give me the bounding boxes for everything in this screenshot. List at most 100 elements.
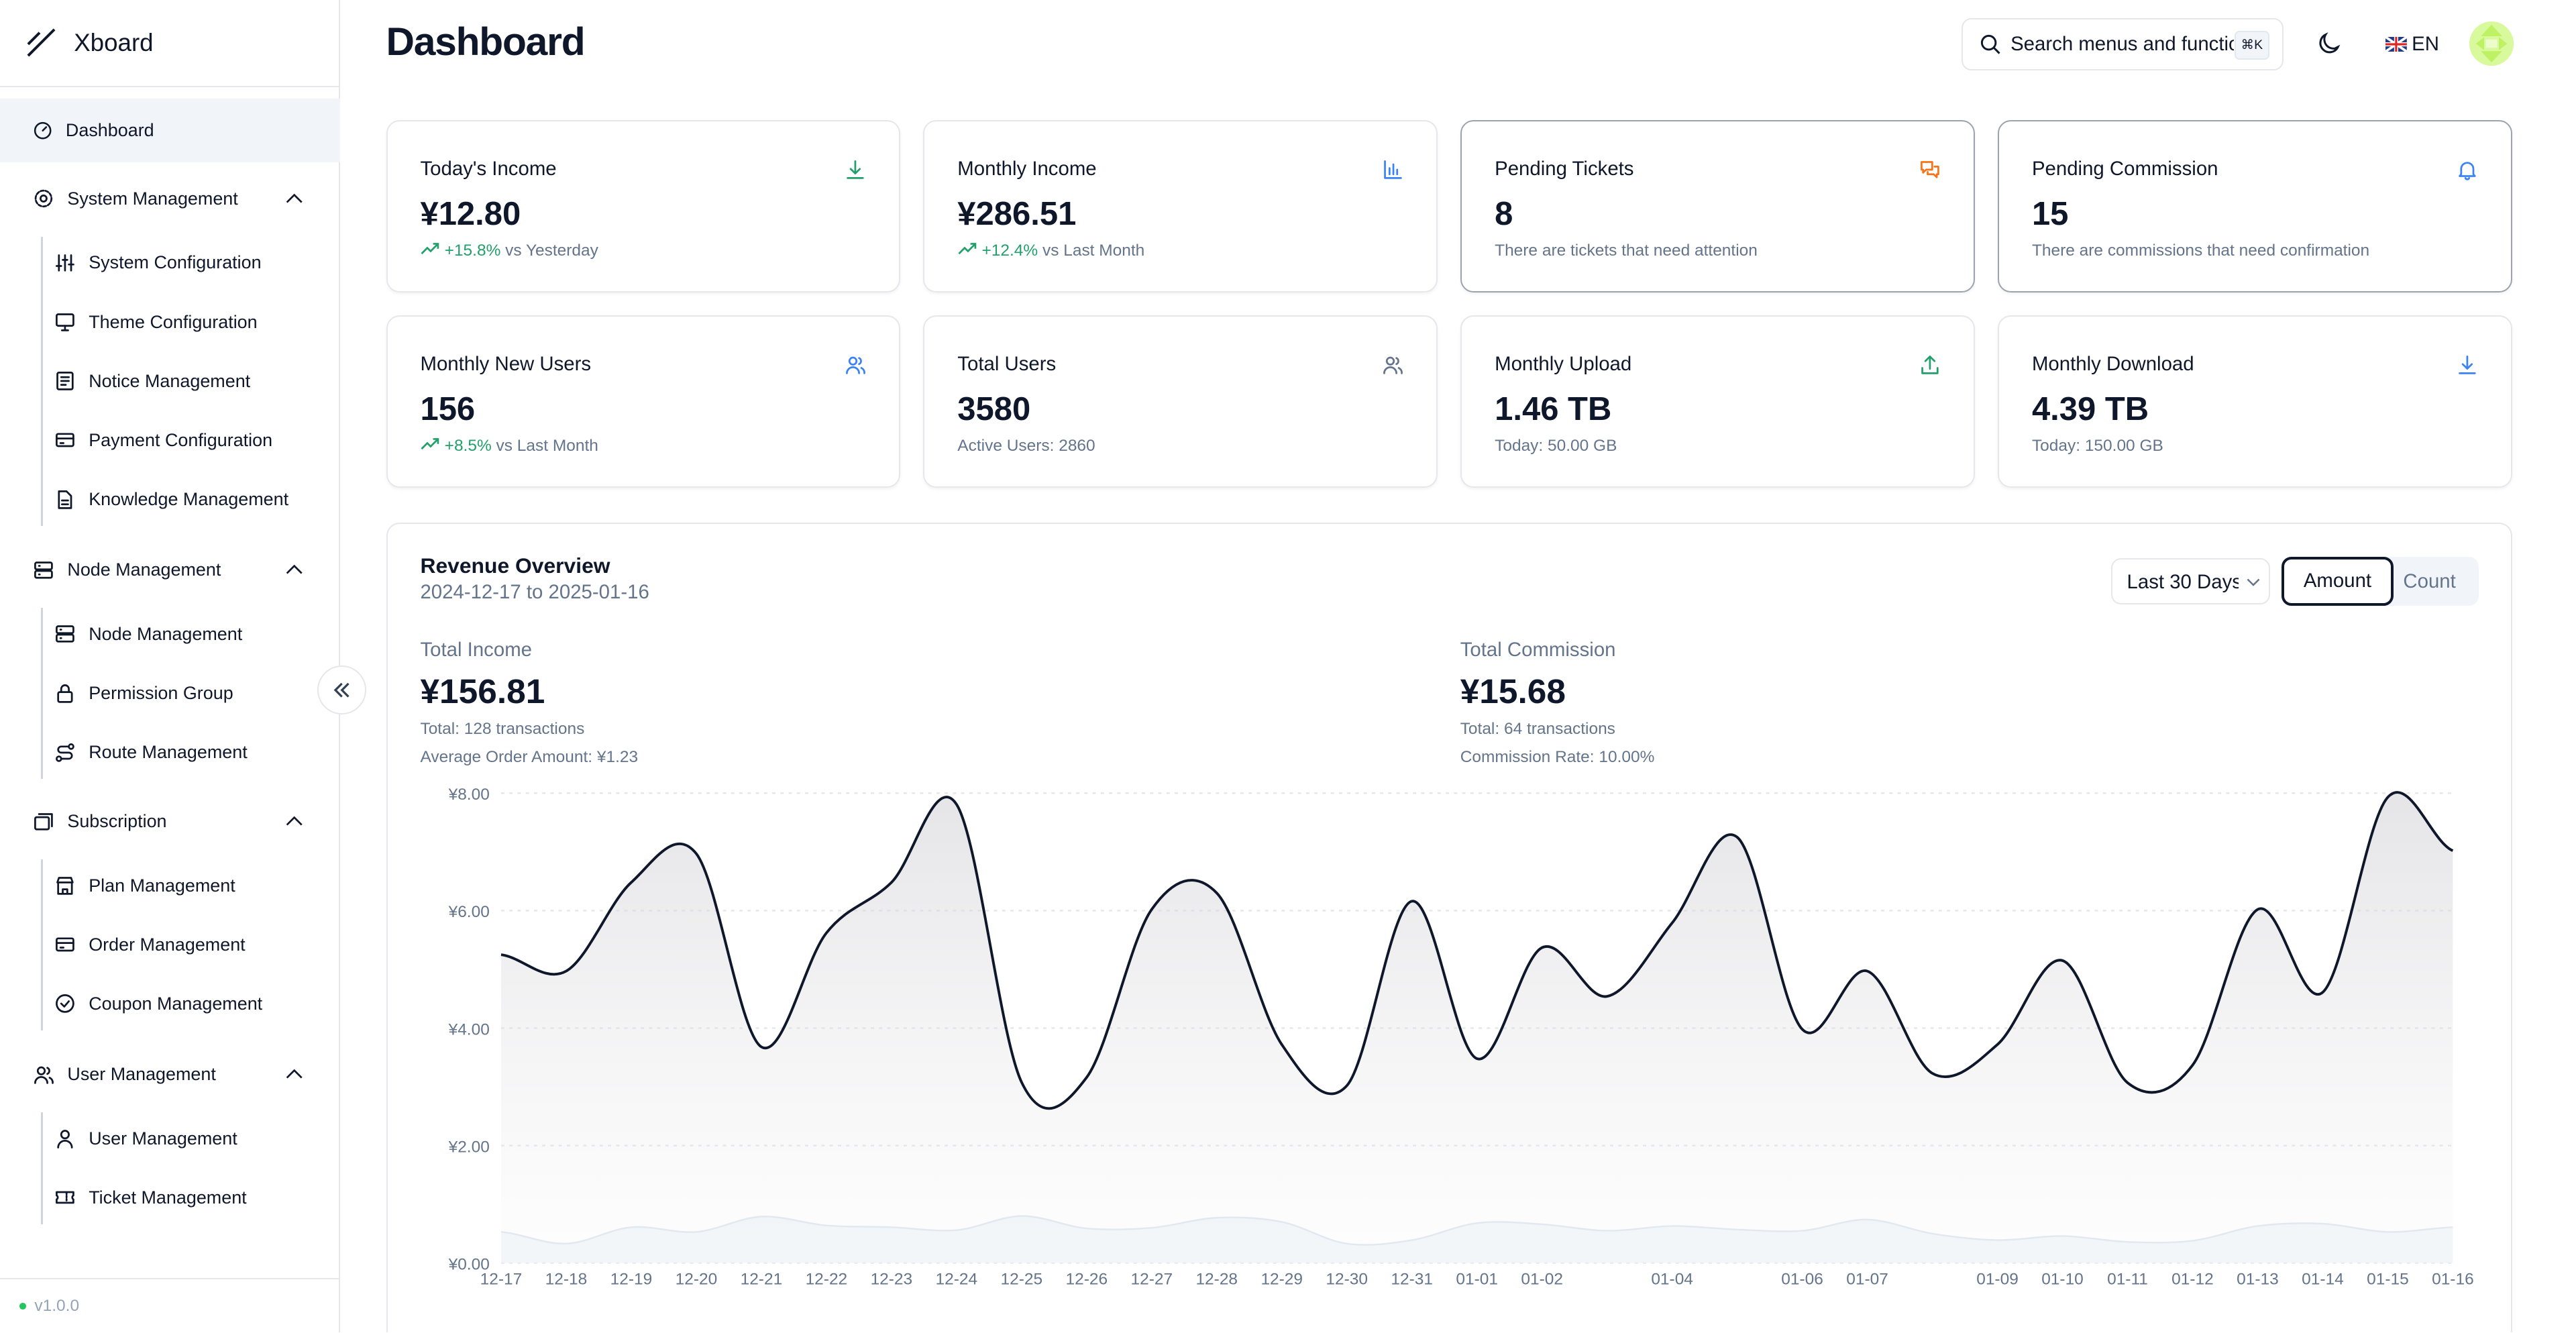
- x-tick-label: 01-07: [1846, 1271, 1888, 1289]
- data-point[interactable]: [2059, 957, 2065, 964]
- data-point[interactable]: [822, 1222, 829, 1229]
- sidebar-item-theme-configuration[interactable]: Theme Configuration: [0, 292, 340, 352]
- collapse-sidebar-button[interactable]: [317, 665, 367, 715]
- data-point[interactable]: [1864, 1216, 1870, 1223]
- toggle-count[interactable]: Count: [2403, 570, 2456, 592]
- data-point[interactable]: [563, 968, 570, 975]
- sidebar-item-coupon-management[interactable]: Coupon Management: [0, 974, 340, 1033]
- stat-card-monthly-income[interactable]: Monthly Income ¥286.51 +12.4% vs Last Mo…: [923, 119, 1438, 292]
- stat-card-monthly-new-users[interactable]: Monthly New Users 156 +8.5% vs Last Mont…: [386, 315, 901, 488]
- data-point[interactable]: [1929, 1230, 1935, 1237]
- data-point[interactable]: [2189, 1238, 2196, 1244]
- sidebar-item-system-configuration[interactable]: System Configuration: [0, 233, 340, 292]
- toggle-amount[interactable]: Amount: [2282, 556, 2394, 606]
- stat-card-total-users[interactable]: Total Users 3580 Active Users: 2860: [923, 315, 1438, 488]
- data-point[interactable]: [1603, 993, 1610, 1000]
- data-point[interactable]: [563, 1240, 570, 1247]
- sidebar-section-system-management[interactable]: System Management: [0, 169, 340, 228]
- data-point[interactable]: [2384, 794, 2391, 801]
- data-point[interactable]: [822, 930, 829, 937]
- data-point[interactable]: [1603, 1228, 1610, 1234]
- data-point[interactable]: [498, 1229, 504, 1236]
- search-input[interactable]: Search menus and functions... ⌘K: [1962, 17, 2284, 71]
- data-point[interactable]: [1018, 1213, 1024, 1220]
- data-point[interactable]: [888, 1224, 894, 1231]
- data-point[interactable]: [1473, 1220, 1480, 1226]
- data-point[interactable]: [1213, 890, 1220, 896]
- data-point[interactable]: [1994, 1237, 2000, 1244]
- sidebar-item-route-management[interactable]: Route Management: [0, 723, 340, 782]
- data-point[interactable]: [1213, 1215, 1220, 1222]
- data-point[interactable]: [888, 879, 894, 886]
- sidebar-item-node-management[interactable]: Node Management: [0, 604, 340, 663]
- stat-card-pending-tickets[interactable]: Pending Tickets 8 There are tickets that …: [1460, 119, 1975, 292]
- x-tick-label: 01-14: [2302, 1271, 2344, 1289]
- data-point[interactable]: [2449, 1224, 2456, 1231]
- data-point[interactable]: [1994, 1041, 2000, 1048]
- data-point[interactable]: [1799, 1026, 1805, 1032]
- stat-card-today-s-income[interactable]: Today's Income ¥12.80 +15.8% vs Yesterda…: [386, 119, 901, 292]
- data-point[interactable]: [2384, 1229, 2391, 1236]
- data-point[interactable]: [1733, 834, 1740, 841]
- data-point[interactable]: [2319, 989, 2326, 996]
- data-point[interactable]: [1733, 1226, 1740, 1233]
- data-point[interactable]: [1799, 1228, 1805, 1234]
- data-point[interactable]: [1408, 898, 1415, 905]
- sidebar-section-user-management[interactable]: User Management: [0, 1045, 340, 1104]
- logo[interactable]: Xboard: [0, 0, 339, 87]
- sidebar-item-order-management[interactable]: Order Management: [0, 915, 340, 974]
- data-point[interactable]: [1148, 906, 1155, 913]
- data-point[interactable]: [1343, 1240, 1350, 1247]
- data-point[interactable]: [693, 1229, 700, 1236]
- data-point[interactable]: [1929, 1070, 1935, 1077]
- data-point[interactable]: [1538, 945, 1545, 951]
- sidebar-item-label: Permission Group: [89, 682, 233, 703]
- data-point[interactable]: [1278, 1219, 1285, 1226]
- data-point[interactable]: [693, 851, 700, 857]
- data-point[interactable]: [498, 951, 504, 958]
- data-point[interactable]: [1083, 1074, 1089, 1081]
- sidebar-item-ticket-management[interactable]: Ticket Management: [0, 1168, 340, 1227]
- data-point[interactable]: [2124, 1079, 2131, 1086]
- data-point[interactable]: [953, 801, 959, 808]
- data-point[interactable]: [2254, 906, 2261, 913]
- data-point[interactable]: [2254, 1223, 2261, 1230]
- data-point[interactable]: [1864, 968, 1870, 975]
- data-point[interactable]: [2124, 1238, 2131, 1245]
- data-point[interactable]: [1278, 1041, 1285, 1048]
- data-point[interactable]: [628, 879, 635, 886]
- sidebar-item-plan-management[interactable]: Plan Management: [0, 856, 340, 915]
- data-point[interactable]: [1668, 920, 1675, 926]
- data-point[interactable]: [1343, 1083, 1350, 1089]
- data-point[interactable]: [953, 1227, 959, 1234]
- data-point[interactable]: [1668, 1223, 1675, 1230]
- sidebar-item-notice-management[interactable]: Notice Management: [0, 352, 340, 411]
- sidebar-item-knowledge-management[interactable]: Knowledge Management: [0, 470, 340, 529]
- data-point[interactable]: [1083, 1225, 1089, 1232]
- stat-card-pending-commission[interactable]: Pending Commission 15 There are commissio…: [1997, 119, 2512, 292]
- data-point[interactable]: [628, 1224, 635, 1231]
- data-point[interactable]: [2319, 1220, 2326, 1227]
- stat-card-monthly-download[interactable]: Monthly Download 4.39 TB Today: 150.00 GB: [1997, 315, 2512, 488]
- data-point[interactable]: [1018, 1079, 1024, 1085]
- data-point[interactable]: [2449, 847, 2456, 854]
- sidebar-section-subscription[interactable]: Subscription: [0, 792, 340, 851]
- sidebar-section-node-management[interactable]: Node Management: [0, 541, 340, 600]
- data-point[interactable]: [1408, 1237, 1415, 1244]
- data-point[interactable]: [758, 1214, 765, 1220]
- stat-card-monthly-upload[interactable]: Monthly Upload 1.46 TB Today: 50.00 GB: [1460, 315, 1975, 488]
- language-switcher[interactable]: EN: [2385, 33, 2439, 56]
- data-point[interactable]: [2189, 1062, 2196, 1069]
- sidebar-item-user-management[interactable]: User Management: [0, 1109, 340, 1168]
- moon-icon[interactable]: [2316, 32, 2341, 56]
- avatar[interactable]: [2469, 21, 2514, 66]
- period-select[interactable]: Last 30 Days: [2110, 558, 2271, 604]
- sidebar-item-payment-configuration[interactable]: Payment Configuration: [0, 411, 340, 470]
- data-point[interactable]: [758, 1044, 765, 1051]
- data-point[interactable]: [1148, 1224, 1155, 1231]
- sidebar-item-permission-group[interactable]: Permission Group: [0, 663, 340, 723]
- data-point[interactable]: [1473, 1055, 1480, 1062]
- data-point[interactable]: [2059, 1233, 2065, 1240]
- sidebar-item-dashboard[interactable]: Dashboard: [0, 98, 340, 163]
- data-point[interactable]: [1538, 1221, 1545, 1228]
